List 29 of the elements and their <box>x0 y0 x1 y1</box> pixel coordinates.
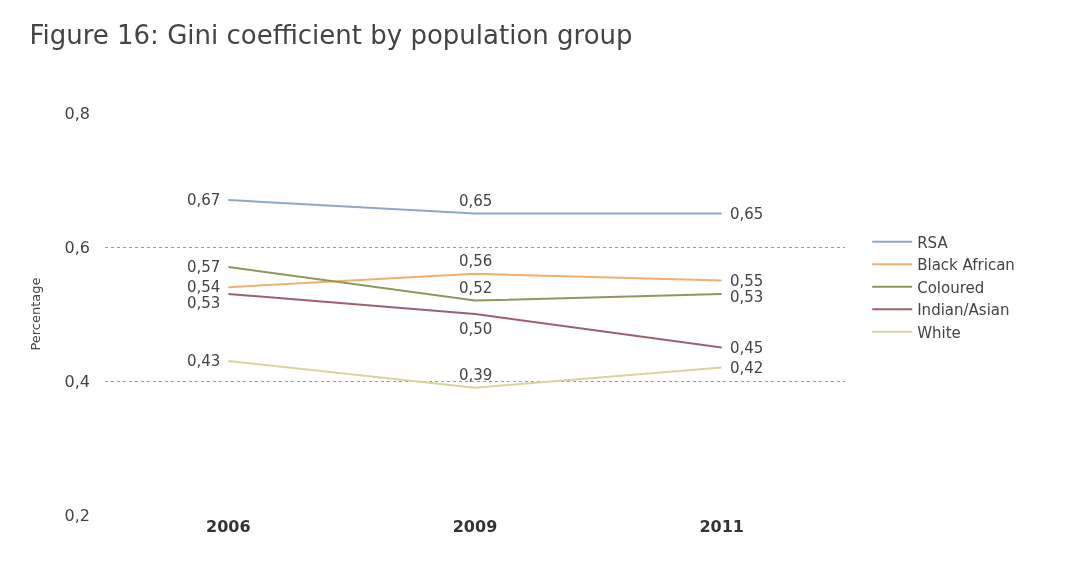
data-label: 0,43 <box>187 352 221 370</box>
legend-label: Indian/Asian <box>917 301 1010 320</box>
y-axis-title: Percentage <box>28 277 44 351</box>
data-label: 0,55 <box>730 272 764 290</box>
data-label: 0,57 <box>187 258 221 276</box>
data-label: 0,53 <box>187 294 221 312</box>
legend-label: White <box>917 323 961 342</box>
data-label: 0,45 <box>730 339 764 357</box>
data-label: 0,53 <box>730 288 764 306</box>
x-tick-label: 2011 <box>699 517 744 536</box>
y-tick-label: 0,4 <box>64 371 90 391</box>
data-label: 0,65 <box>459 192 493 210</box>
data-label: 0,50 <box>459 320 493 338</box>
data-label: 0,56 <box>459 252 493 270</box>
legend-label: Coloured <box>917 278 985 297</box>
x-tick-label: 2009 <box>452 517 498 536</box>
legend-label: RSA <box>917 233 949 252</box>
legend-label: Black African <box>917 256 1015 275</box>
data-label: 0,54 <box>187 278 221 296</box>
data-label: 0,65 <box>730 205 764 223</box>
chart-title: Figure 16: Gini coefficient by population group <box>29 20 633 51</box>
data-label: 0,52 <box>459 279 493 297</box>
data-label: 0,67 <box>187 191 221 209</box>
x-tick-label: 2006 <box>206 517 251 536</box>
data-label: 0,39 <box>459 366 493 384</box>
data-label: 0,42 <box>730 359 764 377</box>
y-tick-label: 0,6 <box>64 237 90 257</box>
y-tick-label: 0,8 <box>64 103 90 123</box>
y-tick-label: 0,2 <box>64 505 90 525</box>
